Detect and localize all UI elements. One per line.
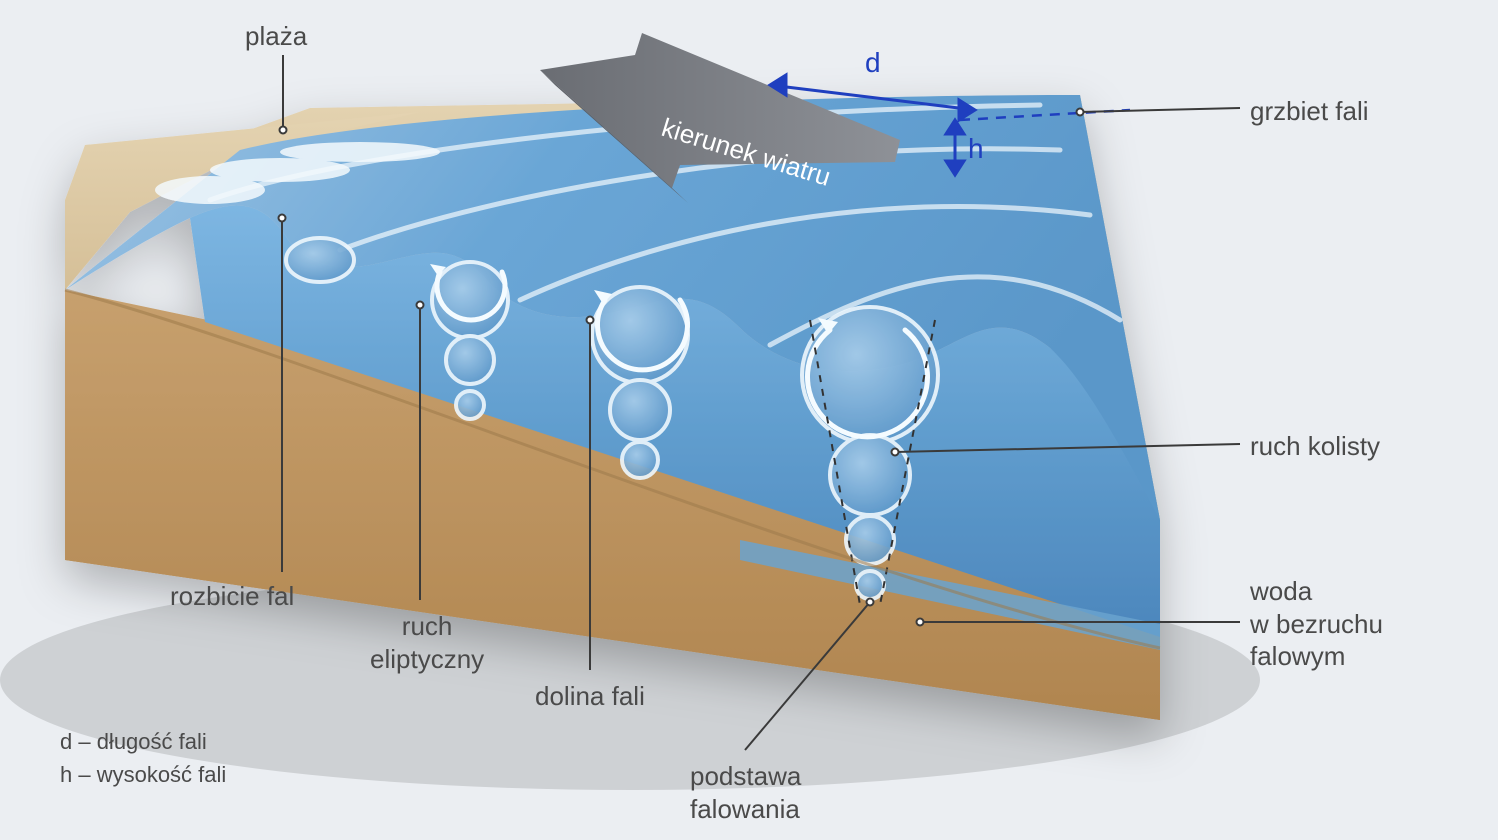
label-dolina-fali: dolina fali bbox=[535, 680, 645, 713]
orbit-ellipse bbox=[286, 238, 354, 282]
orbit-circle-large bbox=[802, 307, 938, 443]
legend: d – długość fali h – wysokość fali bbox=[60, 725, 226, 791]
label-plaza: plaża bbox=[245, 20, 307, 53]
label-ruch-kolisty: ruch kolisty bbox=[1250, 430, 1380, 463]
legend-h: h – wysokość fali bbox=[60, 758, 226, 791]
label-grzbiet-fali: grzbiet fali bbox=[1250, 95, 1369, 128]
measure-d-label: d bbox=[865, 47, 881, 78]
label-podstawa-falowania: podstawa falowania bbox=[690, 760, 801, 825]
label-ruch-eliptyczny: ruch eliptyczny bbox=[370, 610, 484, 675]
measure-h-label: h bbox=[968, 133, 984, 164]
label-rozbicie-fal: rozbicie fal bbox=[170, 580, 294, 613]
label-woda-bezruch: woda w bezruchu falowym bbox=[1250, 575, 1383, 673]
legend-d: d – długość fali bbox=[60, 725, 226, 758]
